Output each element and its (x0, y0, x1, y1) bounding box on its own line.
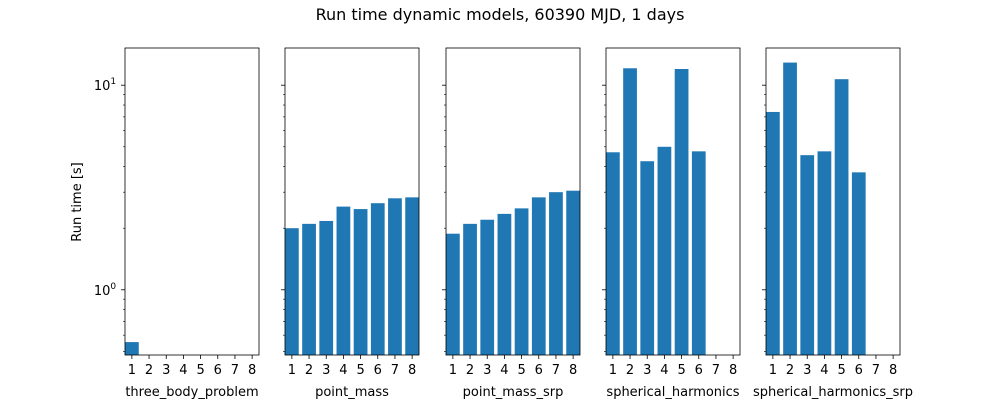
bar: 3: 2.17 (319, 220, 334, 355)
x-tick-label: 3 (162, 363, 170, 378)
y-axis-label: Run time [s] (70, 162, 85, 241)
bar: 1: 1.88 (446, 233, 460, 355)
bar: 3: 2.2 (480, 219, 495, 355)
subplots: 1: 0.5551001011 2 3 4 5 6 7 8three_body_problem… (94, 47, 913, 400)
x-tick-label: 2 (786, 363, 794, 378)
x-tick-label: 3 (483, 363, 491, 378)
bar: 3: 4.55 (800, 155, 815, 355)
x-tick-label: 7 (231, 363, 239, 378)
bar: 4: 2.35 (497, 213, 512, 355)
x-tick-label: 8 (408, 363, 416, 378)
x-tick-label: 7 (552, 363, 560, 378)
bar: 8: 3.05 (566, 190, 580, 355)
x-tick-label: 6 (695, 363, 703, 378)
x-axis-label: spherical_harmonics (606, 385, 739, 400)
bar: 6: 2.83 (531, 197, 546, 355)
x-tick-label: 4 (660, 363, 668, 378)
bar: 6: 4.75 (691, 151, 706, 355)
axes-frame (445, 47, 581, 356)
x-tick-label: 7 (712, 363, 720, 378)
x-tick-label: 8 (248, 363, 256, 378)
x-tick-label: 6 (214, 363, 222, 378)
bar: 3: 4.25 (640, 161, 655, 355)
x-tick-label: 8 (889, 363, 897, 378)
x-tick-label: 4 (500, 363, 508, 378)
figure-title: Run time dynamic models, 60390 MJD, 1 da… (316, 5, 685, 24)
x-tick-label: 2 (305, 363, 313, 378)
bar: 4: 4.75 (817, 151, 832, 355)
bar: 1: 2 (285, 228, 299, 355)
bar: 8: 2.83 (405, 197, 419, 355)
subplot-point-mass: 1: 22: 2.13: 2.174: 2.555: 2.486: 2.657:… (281, 47, 420, 400)
bar: 2: 2.1 (463, 223, 477, 355)
bar: 4: 5 (657, 146, 672, 355)
axes-frame (605, 47, 741, 356)
x-tick-label: 6 (855, 363, 863, 378)
bar: 6: 3.75 (851, 172, 866, 355)
bar: 5: 2.48 (353, 209, 368, 355)
x-tick-label: 2 (466, 363, 474, 378)
x-tick-label: 5 (677, 363, 685, 378)
x-axis-label: point_mass_srp (463, 385, 564, 400)
bar: 7: 3 (549, 192, 563, 355)
x-tick-label: 2 (626, 363, 634, 378)
x-tick-label: 5 (356, 363, 364, 378)
x-tick-label: 8 (569, 363, 577, 378)
x-tick-label: 5 (837, 363, 845, 378)
x-tick-label: 3 (803, 363, 811, 378)
x-tick-label: 1 (769, 363, 777, 378)
axes-frame (765, 47, 901, 356)
x-axis-label: point_mass (315, 385, 389, 400)
bar: 2: 12.9 (783, 62, 797, 355)
x-tick-label: 7 (872, 363, 880, 378)
x-axis-label: three_body_problem (125, 385, 258, 400)
bar: 4: 2.55 (336, 206, 351, 355)
x-tick-label: 5 (517, 363, 525, 378)
x-tick-label: 7 (391, 363, 399, 378)
x-tick-label: 1 (288, 363, 296, 378)
bar: 1: 4.7 (606, 152, 620, 355)
x-axis-label: spherical_harmonics_srp (753, 385, 913, 400)
bar: 5: 12 (674, 69, 689, 356)
bar: 5: 10.7 (834, 79, 849, 355)
x-tick-label: 4 (179, 363, 187, 378)
bar: 1: 7.4 (766, 111, 780, 356)
bar: 7: 2.8 (388, 198, 402, 355)
x-tick-label: 1 (609, 363, 617, 378)
x-tick-label: 8 (729, 363, 737, 378)
x-tick-label: 6 (374, 363, 382, 378)
x-tick-label: 3 (322, 363, 330, 378)
x-tick-label: 5 (196, 363, 204, 378)
subplot-spherical-harmonics: 1: 4.72: 12.13: 4.254: 55: 126: 4.75 1 2 3 4… (602, 47, 741, 400)
bar: 1: 0.555 (125, 342, 139, 355)
x-tick-label: 6 (535, 363, 543, 378)
x-tick-label: 1 (449, 363, 457, 378)
x-tick-label: 2 (145, 363, 153, 378)
axes-frame (124, 47, 260, 356)
bar: 2: 2.1 (302, 223, 316, 355)
x-tick-label: 4 (820, 363, 828, 378)
subplot-point-mass-srp: 1: 1.882: 2.13: 2.24: 2.355: 2.56: 2.837… (442, 47, 581, 400)
x-tick-label: 1 (128, 363, 136, 378)
bar: 5: 2.5 (514, 208, 529, 355)
bar: 6: 2.65 (370, 203, 385, 355)
x-tick-label: 3 (643, 363, 651, 378)
subplot-spherical-harmonics-srp: 1: 7.42: 12.93: 4.554: 4.755: 10.76: 3.7… (753, 47, 913, 400)
axes-frame (284, 47, 420, 356)
x-tick-label: 4 (339, 363, 347, 378)
bar: 2: 12.1 (623, 68, 637, 355)
